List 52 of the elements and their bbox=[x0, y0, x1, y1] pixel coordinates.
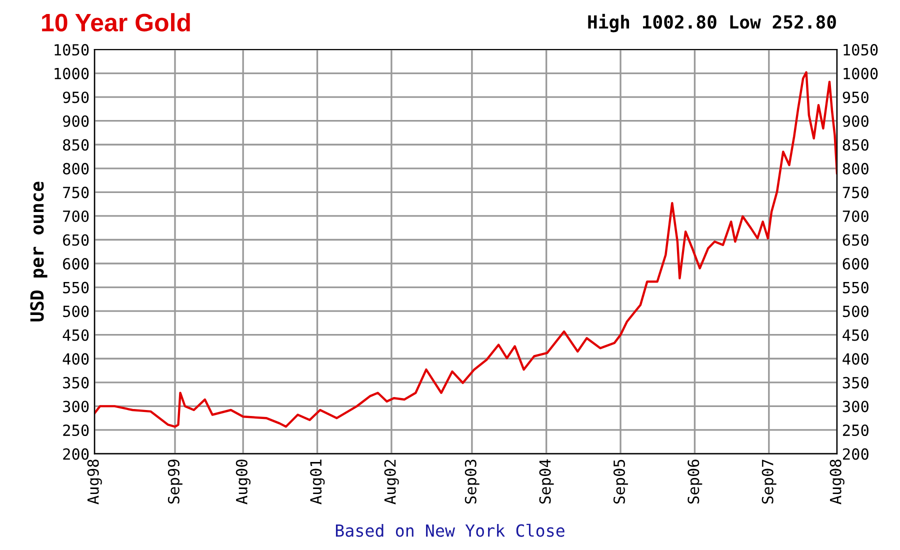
y-tick-label: 450 bbox=[62, 329, 89, 341]
y-tick-label: 650 bbox=[63, 234, 89, 246]
chart-title: 10 Year Gold bbox=[42, 13, 190, 32]
y-tick-label: 250 bbox=[63, 424, 89, 436]
x-tick-label: Sep99 bbox=[168, 460, 182, 504]
y2-tick-label: 350 bbox=[842, 376, 868, 388]
y-tick-label: 750 bbox=[63, 186, 89, 198]
y2-tick-label: 450 bbox=[842, 329, 868, 341]
y2-tick-label: 500 bbox=[842, 306, 868, 318]
x-tick-label: Aug08 bbox=[830, 460, 844, 504]
y2-tick-label: 750 bbox=[842, 186, 868, 198]
y-tick-label: 850 bbox=[63, 139, 89, 151]
y-tick-label: 300 bbox=[63, 400, 89, 412]
y-tick-label: 350 bbox=[63, 376, 89, 388]
y2-tick-label: 800 bbox=[842, 162, 868, 174]
y-tick-label: 500 bbox=[63, 306, 89, 318]
y2-tick-label: 700 bbox=[842, 210, 868, 222]
x-tick-label: Aug02 bbox=[384, 460, 399, 504]
x-tick-label: Sep03 bbox=[464, 460, 480, 504]
y2-tick-label: 200 bbox=[842, 448, 868, 460]
y2-tick-label: 300 bbox=[842, 400, 868, 412]
x-tick-label: Sep06 bbox=[688, 460, 702, 504]
y2-tick-label: 250 bbox=[842, 424, 868, 436]
y-tick-label: 600 bbox=[63, 258, 89, 270]
chart-subtitle: High 1002.80 Low 252.80 bbox=[588, 14, 836, 32]
y-tick-label: 700 bbox=[63, 210, 89, 222]
y-tick-label: 900 bbox=[62, 115, 89, 127]
x-tick-label: Sep05 bbox=[613, 460, 628, 504]
x-tick-label: Aug98 bbox=[87, 460, 102, 504]
y2-tick-label: 900 bbox=[842, 115, 868, 127]
x-tick-label: Aug01 bbox=[310, 460, 325, 504]
x-tick-label: Aug00 bbox=[236, 460, 251, 504]
y2-tick-label: 650 bbox=[842, 234, 868, 246]
y-tick-label: 800 bbox=[63, 162, 89, 174]
y2-tick-label: 400 bbox=[842, 353, 868, 365]
y2-tick-label: 950 bbox=[842, 92, 868, 104]
y2-tick-label: 1050 bbox=[844, 44, 878, 56]
y2-tick-label: 1000 bbox=[844, 68, 878, 80]
y-tick-label: 1000 bbox=[54, 68, 89, 80]
y2-tick-label: 550 bbox=[842, 282, 868, 294]
y-tick-label: 1050 bbox=[54, 44, 89, 56]
y-tick-label: 950 bbox=[62, 92, 89, 104]
x-tick-label: Sep07 bbox=[762, 460, 776, 504]
y-axis-title: USD per ounce bbox=[30, 182, 48, 322]
y-tick-label: 550 bbox=[63, 282, 89, 294]
x-tick-label: Sep04 bbox=[539, 459, 554, 504]
y-tick-label: 400 bbox=[62, 353, 89, 365]
y-tick-label: 200 bbox=[63, 448, 89, 460]
text: Based on New York Close bbox=[336, 524, 564, 537]
y2-tick-label: 600 bbox=[842, 258, 868, 270]
y2-tick-label: 850 bbox=[842, 139, 868, 151]
line-series bbox=[94, 71, 837, 428]
